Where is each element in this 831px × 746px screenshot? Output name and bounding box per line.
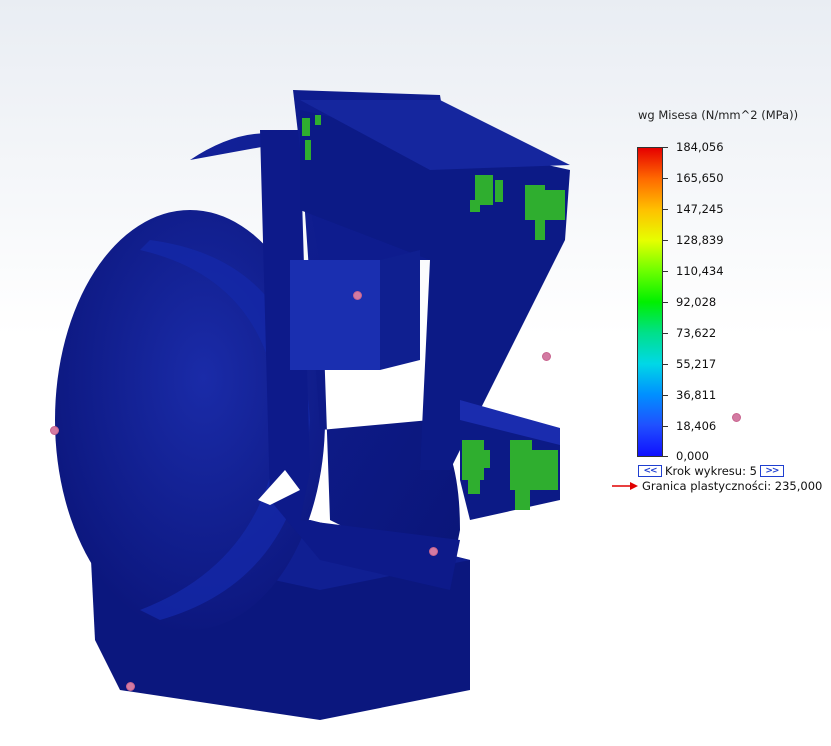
legend-tick-label: 18,406 <box>676 419 717 433</box>
legend-tick-label: 92,028 <box>676 295 717 309</box>
yield-strength-row: Granica plastyczności: 235,000 <box>612 479 822 493</box>
legend-tick <box>663 240 668 241</box>
legend-tick-label: 184,056 <box>676 140 724 154</box>
legend-tick <box>663 333 668 334</box>
double-chevron-right-icon[interactable]: >> <box>759 465 784 477</box>
legend-tick-label: 55,217 <box>676 357 717 371</box>
upper-arm-top <box>300 100 570 170</box>
legend-tick <box>663 456 668 457</box>
middle-cube <box>290 260 380 370</box>
legend-tick-label: 147,245 <box>676 202 724 216</box>
legend-tick <box>663 302 668 303</box>
plot-step-control: << Krok wykresu: 5 >> <box>638 464 784 478</box>
yield-strength-label: Granica plastyczności: 235,000 <box>642 479 823 493</box>
probe-point[interactable] <box>353 291 362 300</box>
probe-point[interactable] <box>542 352 551 361</box>
probe-point[interactable] <box>732 413 741 422</box>
stress-hotspots <box>302 115 565 510</box>
housing-plate <box>190 133 460 581</box>
legend-tick-label: 73,622 <box>676 326 717 340</box>
legend-title: wg Misesa (N/mm^2 (MPa)) <box>638 108 799 122</box>
legend-tick <box>663 178 668 179</box>
legend-tick-label: 0,000 <box>676 449 709 463</box>
legend-tick-label: 110,434 <box>676 264 724 278</box>
probe-point[interactable] <box>50 426 59 435</box>
legend-tick <box>663 364 668 365</box>
legend-tick <box>663 147 668 148</box>
legend-tick <box>663 271 668 272</box>
stress-legend[interactable]: wg Misesa (N/mm^2 (MPa)) 184,056 165,650… <box>600 100 830 520</box>
legend-tick-label: 165,650 <box>676 171 724 185</box>
legend-tick-label: 128,839 <box>676 233 724 247</box>
legend-tick <box>663 426 668 427</box>
color-scale-bar <box>637 147 663 457</box>
legend-tick <box>663 395 668 396</box>
middle-cube-side <box>380 250 420 370</box>
lower-arm-top <box>460 400 560 445</box>
legend-tick-label: 36,811 <box>676 388 717 402</box>
slot-cut <box>258 470 300 505</box>
plot-step-label: Krok wykresu: 5 <box>665 464 757 478</box>
double-chevron-left-icon[interactable]: << <box>638 465 662 477</box>
probe-point[interactable] <box>429 547 438 556</box>
red-arrow-icon <box>612 482 638 490</box>
legend-tick <box>663 209 668 210</box>
probe-point[interactable] <box>126 682 135 691</box>
